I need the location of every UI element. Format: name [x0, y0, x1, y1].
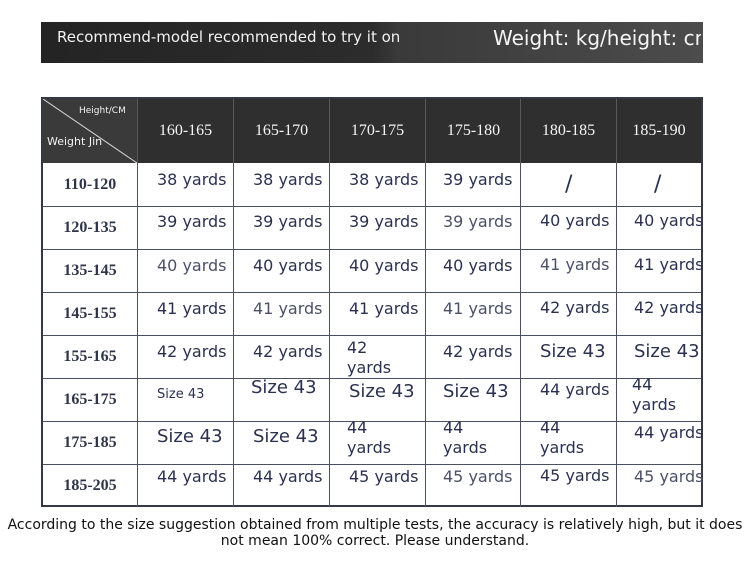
- table-cell: 42 yards: [347, 338, 392, 377]
- table-cell: 42 yards: [157, 342, 227, 361]
- column-header: 185-190: [616, 99, 701, 163]
- header-banner: Recommend-model recommended to try it on…: [41, 22, 703, 63]
- row-divider: [43, 249, 701, 250]
- table-cell: Size 43: [251, 377, 317, 398]
- table-cell: 40 yards: [349, 256, 419, 275]
- corner-weight-label: Weight Jin: [47, 135, 103, 148]
- table-cell: 42 yards: [253, 342, 323, 361]
- table-cell: 39 yards: [157, 212, 227, 231]
- table-corner-header: Height/CM Weight Jin: [43, 99, 137, 163]
- table-cell: 45 yards: [540, 466, 610, 485]
- row-divider: [43, 421, 701, 422]
- table-cell: 40 yards: [443, 256, 513, 275]
- table-cell: 44 yards: [540, 418, 585, 457]
- table-cell: 44 yards: [157, 467, 227, 486]
- footnote-text: According to the size suggestion obtaine…: [7, 517, 743, 549]
- table-cell: 42 yards: [540, 298, 610, 317]
- column-header: 170-175: [329, 99, 425, 163]
- table-cell: 45 yards: [349, 467, 419, 486]
- table-cell: 44 yards: [347, 418, 392, 457]
- row-label: 135-145: [63, 262, 117, 279]
- table-cell: 42 yards: [443, 342, 513, 361]
- table-cell: 38 yards: [157, 170, 227, 189]
- row-label: 155-165: [63, 348, 117, 365]
- table-cell: 41 yards: [349, 299, 419, 318]
- column-header: 175-180: [425, 99, 521, 163]
- table-cell: 44 yards: [253, 467, 323, 486]
- table-cell: 39 yards: [253, 212, 323, 231]
- table-cell: Size 43: [157, 387, 205, 402]
- table-cell: 44 yards: [540, 380, 610, 399]
- table-cell: /: [654, 172, 662, 197]
- row-label: 120-135: [63, 219, 117, 236]
- row-label: 110-120: [63, 176, 117, 193]
- column-header: 180-185: [520, 99, 616, 163]
- row-label: 185-205: [63, 477, 117, 494]
- table-cell: 40 yards: [157, 256, 227, 275]
- table-cell: 44 yards: [443, 418, 488, 457]
- row-divider: [43, 378, 701, 379]
- table-cell: 39 yards: [443, 212, 513, 231]
- table-cell: 44 yards: [632, 375, 677, 414]
- table-cell: Size 43: [443, 381, 509, 402]
- row-divider: [43, 206, 701, 207]
- table-cell: 45 yards: [443, 467, 513, 486]
- table-cell: 40 yards: [634, 211, 704, 230]
- table-cell: 39 yards: [349, 212, 419, 231]
- row-label: 175-185: [63, 434, 117, 451]
- table-cell: 39 yards: [443, 170, 513, 189]
- row-divider: [43, 335, 701, 336]
- table-cell: 42 yards: [634, 298, 704, 317]
- table-cell: Size 43: [349, 381, 415, 402]
- table-cell: 45 yards: [634, 467, 704, 486]
- row-label: 145-155: [63, 305, 117, 322]
- table-cell: /: [565, 172, 573, 197]
- corner-height-label: Height/CM: [79, 106, 126, 116]
- row-divider: [43, 292, 701, 293]
- table-cell: 41 yards: [157, 299, 227, 318]
- table-cell: 40 yards: [253, 256, 323, 275]
- table-cell: 41 yards: [253, 299, 323, 318]
- row-label: 165-175: [63, 391, 117, 408]
- table-cell: Size 43: [540, 341, 606, 362]
- table-cell: Size 43: [253, 426, 319, 447]
- banner-title: Recommend-model recommended to try it on: [57, 28, 401, 46]
- table-cell: Size 43: [634, 341, 700, 362]
- table-cell: Size 43: [157, 426, 223, 447]
- table-cell: 38 yards: [253, 170, 323, 189]
- table-cell: 41 yards: [634, 255, 704, 274]
- table-cell: 44 yards: [634, 423, 704, 442]
- column-header: 160-165: [137, 99, 233, 163]
- table-cell: 38 yards: [349, 170, 419, 189]
- row-divider: [43, 464, 701, 465]
- column-header: 165-170: [233, 99, 329, 163]
- table-cell: 41 yards: [443, 299, 513, 318]
- banner-units: Weight: kg/height: cm: [493, 26, 701, 50]
- table-cell: 40 yards: [540, 211, 610, 230]
- size-chart-table: Height/CM Weight Jin 160-165 165-170 170-1…: [41, 97, 704, 507]
- diagonal-divider-icon: [43, 99, 137, 163]
- table-cell: 41 yards: [540, 255, 610, 274]
